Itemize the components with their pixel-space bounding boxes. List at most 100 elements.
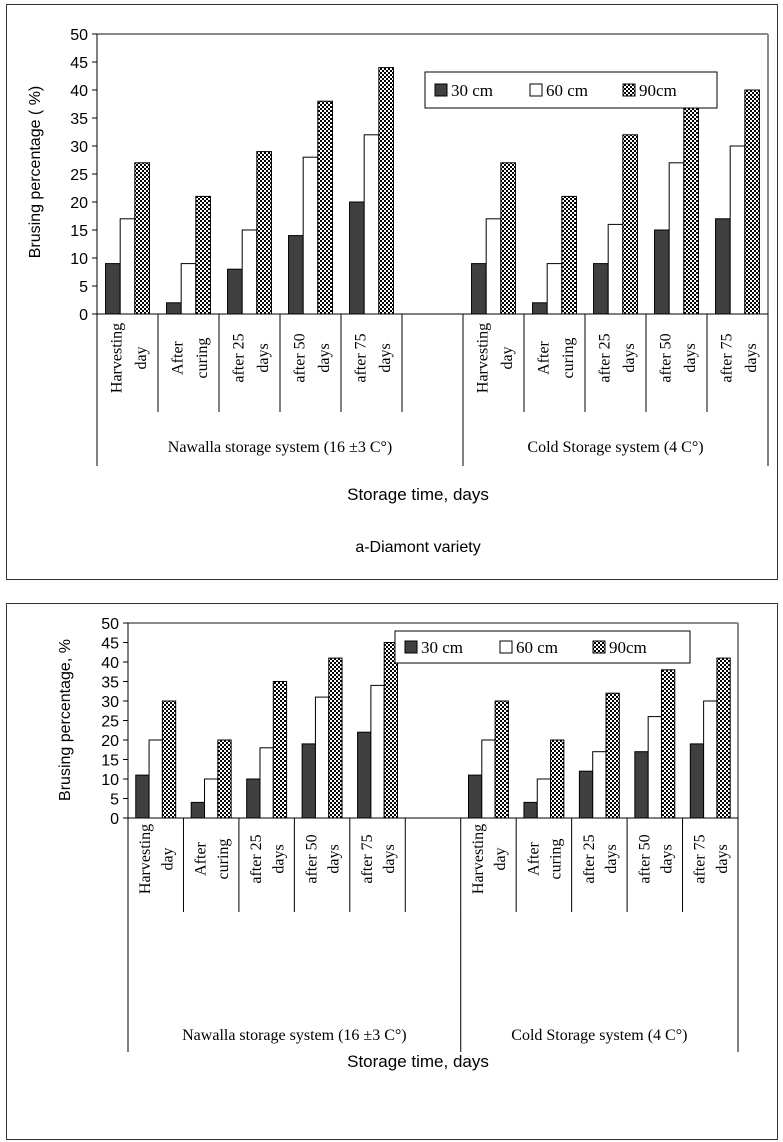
bar (166, 302, 182, 315)
x-axis-title-b: Storage time, days (347, 1052, 489, 1071)
bar (536, 778, 552, 819)
bar (523, 801, 538, 819)
category-label: days (603, 844, 620, 873)
y-tick-label: 50 (101, 616, 119, 633)
bar (715, 218, 731, 315)
category-label: after 25 (596, 333, 613, 382)
legend-swatch (529, 83, 543, 97)
bar (363, 134, 380, 315)
bar (119, 218, 136, 315)
category-label: after 75 (718, 333, 735, 382)
category-label: days (381, 844, 398, 873)
category-label: after 75 (352, 333, 369, 382)
y-tick-label: 20 (70, 195, 88, 212)
y-tick-label: 25 (101, 714, 119, 731)
bar (135, 774, 150, 819)
bar (654, 229, 670, 315)
bar (605, 692, 620, 819)
bar (227, 268, 243, 315)
bar (301, 743, 316, 819)
bar (481, 739, 496, 819)
legend-swatch (404, 640, 418, 654)
y-tick-label: 0 (110, 811, 119, 828)
category-label: days (714, 844, 731, 873)
category-label: after 25 (230, 333, 247, 382)
category-label: days (682, 343, 699, 372)
bar (195, 195, 211, 315)
y-tick-label: 25 (70, 167, 88, 184)
category-label: days (255, 343, 272, 372)
bar (357, 731, 372, 819)
y-tick-label: 20 (101, 733, 119, 750)
bar (683, 106, 699, 315)
bar (317, 100, 333, 315)
legend-swatch (592, 640, 606, 654)
bar (161, 700, 177, 819)
y-tick-label: 5 (79, 279, 88, 296)
legend-swatch (622, 83, 636, 97)
category-label: After (169, 340, 186, 374)
category-label: Harvesting (470, 824, 487, 894)
bar (328, 657, 343, 819)
y-tick-label: 40 (70, 83, 88, 100)
bar (288, 235, 304, 315)
legend-label: 30 cm (421, 638, 463, 657)
group-label: Cold Storage system (4 C°) (511, 1027, 687, 1044)
bar (190, 801, 206, 819)
bar (302, 156, 319, 315)
bar (485, 218, 502, 315)
chart-subtitle-a: a-Diamont variety (355, 539, 480, 556)
bar (703, 700, 718, 819)
y-tick-label: 15 (101, 753, 119, 770)
y-tick-label: 45 (101, 636, 119, 653)
category-label: curing (194, 338, 211, 379)
bar (217, 739, 232, 819)
y-tick-label: 5 (110, 792, 119, 809)
category-label: curing (548, 839, 565, 880)
y-tick-label: 10 (101, 772, 119, 789)
bar (241, 229, 258, 315)
bar (148, 739, 163, 819)
bar (494, 700, 509, 819)
bar (634, 751, 649, 819)
category-label: day (499, 346, 516, 369)
bar (550, 739, 565, 819)
group-label: Nawalla storage system (16 ±3 C°) (182, 1027, 406, 1044)
bar (532, 302, 548, 315)
category-label: curing (215, 839, 232, 880)
bar (204, 778, 219, 819)
legend-label: 60 cm (546, 81, 588, 100)
legend-label: 90cm (639, 81, 677, 100)
category-label: after 25 (248, 834, 265, 883)
category-label: days (658, 844, 675, 873)
category-label: days (743, 343, 760, 372)
y-axis-title-b: Brusing percentage, % (57, 639, 74, 801)
category-label: after 50 (291, 333, 308, 382)
category-label: days (316, 343, 333, 372)
bar (716, 657, 731, 819)
category-label: After (535, 340, 552, 374)
category-label: after 50 (636, 834, 653, 883)
bar (246, 778, 261, 819)
bar (378, 67, 394, 315)
bar (561, 195, 577, 315)
category-label: days (621, 343, 638, 372)
y-tick-label: 15 (70, 223, 88, 240)
bar (622, 134, 638, 315)
legend-label: 30 cm (451, 81, 493, 100)
bar (272, 681, 288, 819)
category-label: Harvesting (474, 323, 491, 393)
bar (744, 89, 760, 315)
legend-swatch (434, 83, 448, 97)
group-label: Cold Storage system (4 C°) (527, 439, 703, 456)
bar (660, 669, 676, 819)
bar (467, 774, 483, 819)
legend-box (394, 630, 691, 664)
bar (647, 716, 662, 819)
category-label: after 25 (581, 834, 598, 883)
category-label: days (270, 844, 287, 873)
bar (729, 145, 746, 315)
category-label: curing (560, 338, 577, 379)
category-label: Harvesting (108, 323, 125, 393)
